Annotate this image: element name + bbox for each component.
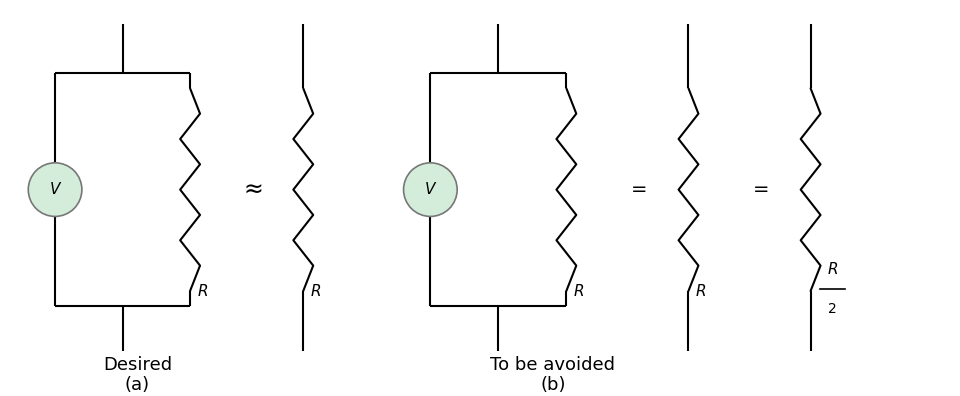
Text: $R$: $R$ — [827, 261, 838, 277]
Circle shape — [403, 163, 457, 217]
Text: $R$: $R$ — [695, 283, 707, 299]
Text: V: V — [50, 182, 60, 197]
Text: =: = — [631, 180, 647, 199]
Text: (b): (b) — [540, 376, 565, 394]
Text: Desired: Desired — [103, 356, 172, 374]
Text: =: = — [753, 180, 769, 199]
Text: ≈: ≈ — [244, 178, 263, 202]
Text: 2: 2 — [828, 302, 837, 316]
Text: V: V — [425, 182, 436, 197]
Text: (a): (a) — [125, 376, 150, 394]
Text: $R$: $R$ — [573, 283, 585, 299]
Text: To be avoided: To be avoided — [491, 356, 615, 374]
Circle shape — [28, 163, 82, 217]
Text: $R$: $R$ — [197, 283, 208, 299]
Text: $R$: $R$ — [310, 283, 322, 299]
